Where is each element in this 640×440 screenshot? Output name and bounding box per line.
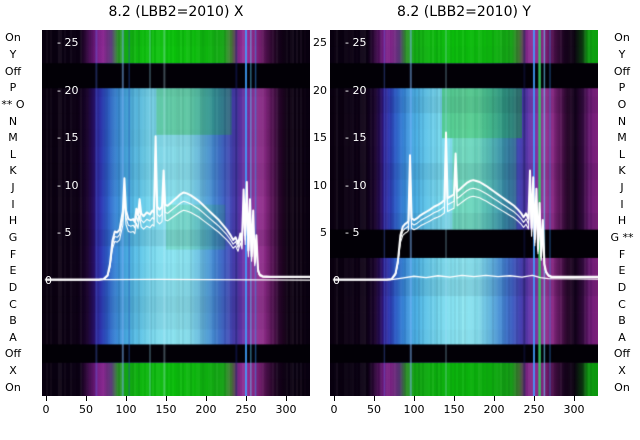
panel-title-x: 8.2 (LBB2=2010) X: [108, 4, 244, 20]
x-tick-mark: [494, 396, 495, 401]
row-label-left-J: J: [11, 181, 15, 195]
x-tick-label: 200: [483, 403, 505, 416]
y-tick-label-zero: 0: [45, 274, 52, 287]
x-tick-mark: [86, 396, 87, 401]
x-tick-mark: [46, 396, 47, 401]
row-label-left-Y: Y: [9, 47, 17, 61]
row-label-left-N: N: [8, 114, 18, 128]
y-tick-label-inside: - 10: [57, 178, 79, 192]
y-tick-label-gap: 25: [313, 36, 327, 49]
x-tick-mark: [206, 396, 207, 401]
x-tick-mark: [454, 396, 455, 401]
x-tick-label: 50: [367, 403, 381, 416]
row-label-right-On: On: [614, 380, 630, 394]
y-tick-label-inside: - 20: [345, 83, 367, 97]
y-tick-label-gap: 5: [320, 226, 327, 240]
row-label-left-E: E: [9, 264, 17, 278]
row-label-left-M: M: [8, 131, 18, 145]
x-tick-label: 200: [195, 403, 217, 416]
row-label-right-E: E: [618, 264, 626, 278]
row-label-right-C: C: [618, 297, 626, 311]
row-label-right-X: X: [618, 364, 626, 378]
heatmap-panel-y: [330, 30, 598, 396]
row-label-left-X: X: [9, 364, 17, 378]
x-tick-label: 150: [155, 403, 177, 416]
row-label-right-A: A: [618, 330, 626, 344]
row-label-left-K: K: [9, 164, 17, 178]
heatmap-panel-x: [42, 30, 310, 396]
y-tick-label-inside: - 5: [345, 226, 360, 240]
row-label-right-H: H: [617, 214, 627, 228]
x-tick-mark: [286, 396, 287, 401]
row-label-left-B: B: [9, 314, 17, 328]
row-label-left-Off: Off: [4, 347, 22, 361]
y-tick-label-inside: - 15: [345, 131, 367, 145]
x-tick-mark: [334, 396, 335, 401]
row-label-right-P: P: [618, 81, 626, 95]
x-tick-label: 100: [403, 403, 425, 416]
x-tick-label: 0: [42, 403, 50, 416]
row-label-right-On: On: [614, 31, 630, 45]
x-tick-label: 100: [115, 403, 137, 416]
row-label-left-D: D: [8, 280, 18, 294]
row-label-left-On: On: [5, 31, 21, 45]
row-label-left-H: H: [8, 214, 18, 228]
x-tick-label: 50: [79, 403, 93, 416]
x-tick-mark: [166, 396, 167, 401]
row-label-left-Off: Off: [4, 64, 22, 78]
x-tick-label: 150: [443, 403, 465, 416]
row-label-right-N: N: [617, 114, 627, 128]
x-tick-mark: [246, 396, 247, 401]
row-label-right-I: I: [620, 197, 624, 211]
y-tick-label-gap: 15: [313, 131, 327, 145]
y-tick-label-inside: - 15: [57, 131, 79, 145]
row-label-left-G: G: [8, 230, 18, 244]
x-tick-label: 300: [275, 403, 297, 416]
y-tick-label-gap: 10: [313, 178, 327, 192]
y-tick-label-inside: - 5: [57, 226, 72, 240]
row-label-right-Off: Off: [613, 347, 631, 361]
row-label-right-J: J: [620, 181, 624, 195]
row-label-left-F: F: [9, 247, 17, 261]
x-tick-label: 0: [330, 403, 338, 416]
row-label-right-D: D: [617, 280, 627, 294]
row-label-left-L: L: [9, 147, 17, 161]
row-label-right-G: G **: [610, 230, 634, 244]
row-label-right-Off: Off: [613, 64, 631, 78]
row-label-left-On: On: [5, 380, 21, 394]
x-tick-label: 250: [235, 403, 257, 416]
x-tick-mark: [574, 396, 575, 401]
row-label-left-O: ** O: [1, 97, 25, 111]
row-label-right-F: F: [618, 247, 626, 261]
row-label-left-P: P: [9, 81, 17, 95]
row-label-right-L: L: [618, 147, 626, 161]
row-label-left-A: A: [9, 330, 17, 344]
row-label-right-O: O: [617, 97, 627, 111]
y-tick-label-zero: 0: [333, 274, 340, 287]
x-tick-label: 300: [563, 403, 585, 416]
y-tick-label-inside: - 25: [57, 36, 79, 49]
row-label-left-C: C: [9, 297, 17, 311]
panel-title-y: 8.2 (LBB2=2010) Y: [397, 4, 531, 20]
x-tick-mark: [126, 396, 127, 401]
x-tick-mark: [374, 396, 375, 401]
x-tick-mark: [414, 396, 415, 401]
y-tick-label-inside: - 20: [57, 83, 79, 97]
row-label-left-I: I: [11, 197, 15, 211]
y-tick-label-inside: - 25: [345, 36, 367, 49]
y-tick-label-inside: - 10: [345, 178, 367, 192]
row-label-right-B: B: [618, 314, 626, 328]
y-tick-label-gap: 20: [313, 83, 327, 97]
x-tick-mark: [534, 396, 535, 401]
x-tick-label: 250: [523, 403, 545, 416]
row-label-right-K: K: [618, 164, 626, 178]
row-label-right-Y: Y: [618, 47, 626, 61]
row-label-right-M: M: [617, 131, 627, 145]
